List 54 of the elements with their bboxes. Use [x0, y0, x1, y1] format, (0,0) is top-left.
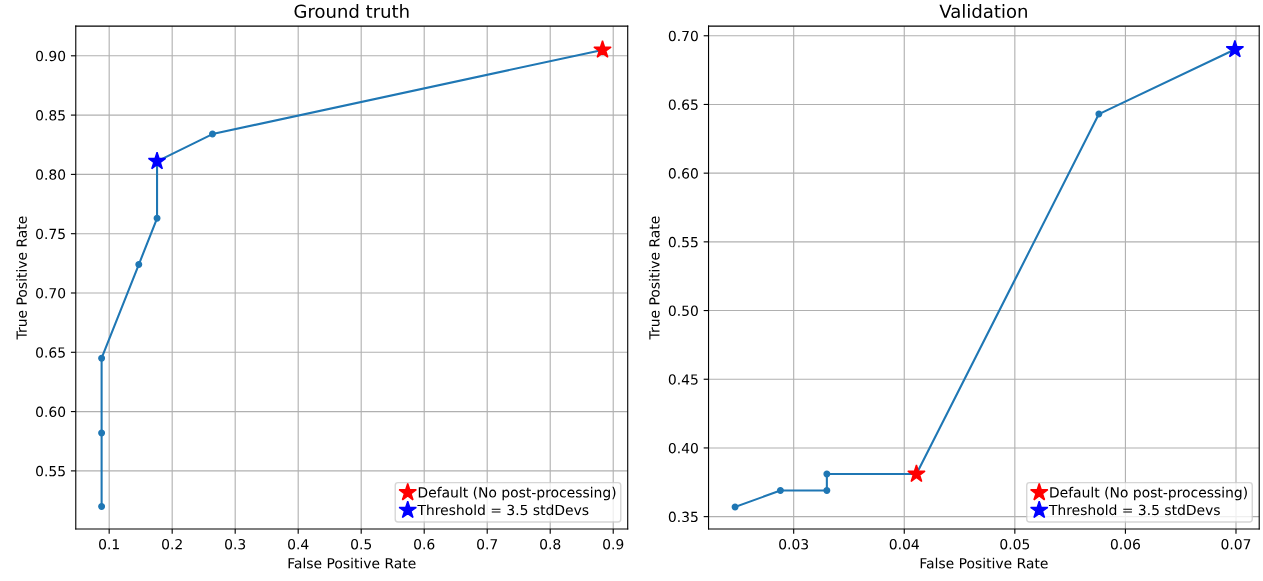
y-axis-title: True Positive Rate	[648, 216, 660, 340]
point	[153, 214, 161, 222]
y-tick-label: 0.50	[668, 305, 698, 317]
x-tick-label: 0.03	[779, 538, 809, 550]
legend-label: Default (No post-processing)	[418, 486, 616, 501]
chart-title: Validation	[939, 4, 1027, 19]
y-tick-label: 0.40	[668, 442, 698, 454]
y-tick-label: 0.70	[668, 30, 698, 42]
y-tick-label: 0.65	[668, 99, 698, 110]
point	[98, 502, 106, 510]
y-tick-label: 0.75	[36, 228, 65, 240]
point	[593, 40, 612, 58]
y-tick-label: 0.70	[36, 287, 66, 299]
point	[98, 429, 106, 437]
legend-label: Threshold = 3.5 stdDevs	[417, 504, 589, 516]
point	[1095, 110, 1103, 118]
point	[776, 487, 784, 495]
x-axis-title: False Positive Rate	[920, 557, 1048, 569]
y-tick-label: 0.60	[668, 168, 698, 179]
x-tick-label: 0.9	[603, 538, 624, 550]
x-tick-label: 0.04	[889, 538, 919, 550]
point	[1225, 39, 1245, 58]
legend-label: Threshold = 3.5 stdDevs	[1048, 504, 1220, 516]
point	[98, 354, 106, 362]
y-tick-label: 0.55	[36, 465, 65, 477]
point	[135, 261, 143, 268]
x-tick-label: 0.07	[1221, 538, 1251, 550]
x-tick-label: 0.8	[540, 538, 561, 550]
x-tick-label: 0.05	[1000, 538, 1030, 550]
x-tick-label: 0.06	[1110, 538, 1140, 550]
point	[209, 130, 216, 138]
point	[823, 487, 831, 495]
x-tick-label: 0.7	[477, 538, 498, 550]
point	[907, 464, 926, 483]
x-tick-label: 0.6	[414, 538, 435, 550]
y-axis-title: True Positive Rate	[16, 216, 27, 340]
x-tick-label: 0.4	[288, 538, 309, 550]
x-tick-label: 0.5	[351, 538, 372, 550]
y-tick-label: 0.90	[36, 50, 66, 62]
y-tick-label: 0.80	[36, 169, 66, 180]
x-axis-title: False Positive Rate	[288, 557, 416, 569]
point	[147, 151, 167, 170]
x-tick-label: 0.2	[162, 538, 182, 550]
y-tick-label: 0.65	[36, 347, 65, 358]
y-tick-label: 0.85	[36, 110, 65, 121]
y-tick-label: 0.60	[36, 406, 66, 418]
chart-title: Ground truth	[294, 4, 409, 19]
point	[823, 470, 831, 478]
y-tick-label: 0.35	[668, 511, 698, 523]
y-tick-label: 0.45	[668, 374, 698, 385]
x-tick-label: 0.3	[225, 538, 246, 550]
legend-label: Default (No post-processing)	[1050, 486, 1247, 501]
x-tick-label: 0.1	[99, 538, 119, 550]
y-tick-label: 0.55	[668, 236, 698, 248]
